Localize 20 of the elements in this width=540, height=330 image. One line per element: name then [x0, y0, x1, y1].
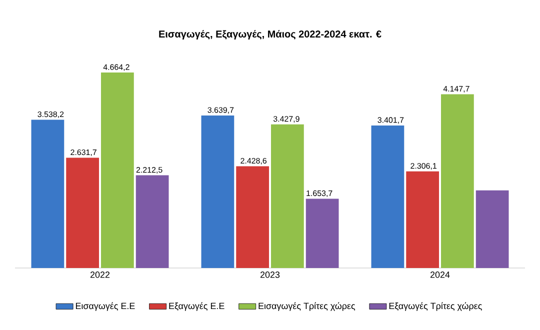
bar [406, 171, 440, 268]
bar [441, 94, 474, 268]
bar [476, 190, 509, 268]
legend-label: Εισαγωγές Ε.Ε [76, 302, 135, 311]
bar [271, 124, 304, 268]
legend-label: Εξαγωγές Τρίτες χώρες [389, 302, 482, 311]
bar [31, 120, 64, 268]
legend-label: Εξαγωγές Ε.Ε [169, 302, 224, 311]
bar [371, 125, 404, 268]
bar [66, 158, 100, 268]
bar [100, 72, 134, 268]
chart-title: Εισαγωγές, Εξαγωγές, Μάιος 2022-2024 εκατ. € [159, 30, 382, 40]
bar [236, 166, 270, 268]
bar [306, 198, 339, 268]
x-tick-label: 2022 [90, 272, 110, 278]
bar [136, 175, 169, 268]
x-tick-label: 2023 [260, 272, 280, 278]
bar [201, 115, 234, 268]
x-tick-label: 2024 [430, 272, 450, 278]
legend-label: Εισαγωγές Τρίτες χώρες [258, 302, 356, 311]
